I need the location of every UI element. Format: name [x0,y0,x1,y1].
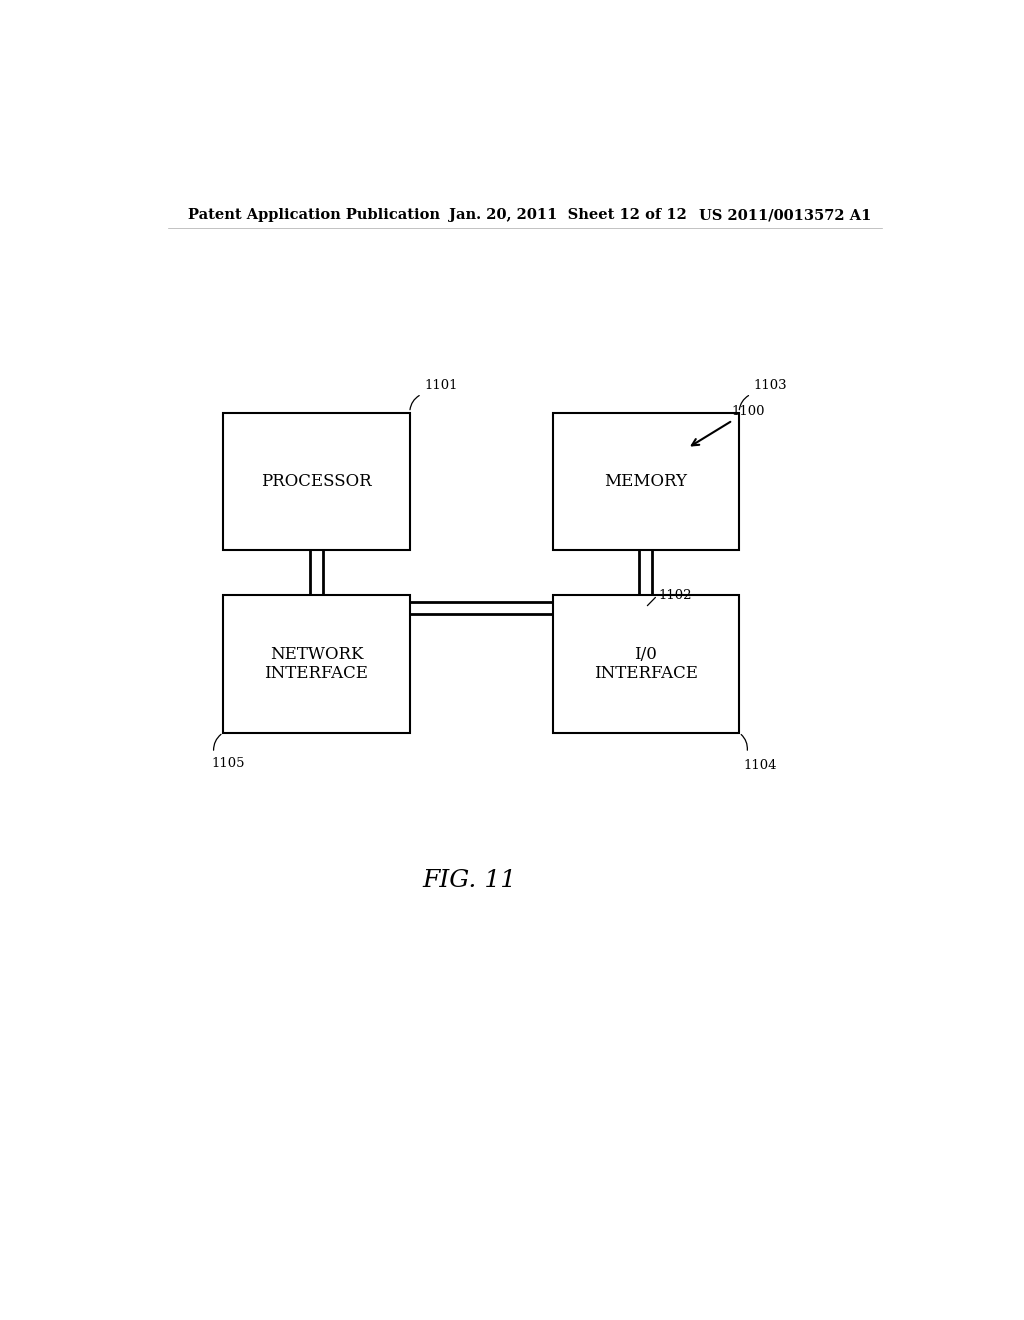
Bar [553,413,739,549]
Text: 1105: 1105 [211,758,245,770]
Text: Patent Application Publication: Patent Application Publication [187,209,439,222]
Text: MEMORY: MEMORY [604,473,687,490]
Text: 1102: 1102 [658,589,692,602]
Text: Jan. 20, 2011  Sheet 12 of 12: Jan. 20, 2011 Sheet 12 of 12 [450,209,687,222]
Text: US 2011/0013572 A1: US 2011/0013572 A1 [699,209,871,222]
Bar [553,595,739,733]
Text: FIG. 11: FIG. 11 [422,869,516,891]
Text: 1104: 1104 [743,759,776,772]
Text: NETWORK
INTERFACE: NETWORK INTERFACE [264,645,369,682]
Text: 1100: 1100 [692,405,765,445]
Bar [223,413,410,549]
Bar [223,595,410,733]
Text: 1101: 1101 [424,379,458,392]
Text: I/0
INTERFACE: I/0 INTERFACE [594,645,697,682]
Text: PROCESSOR: PROCESSOR [261,473,372,490]
Text: 1103: 1103 [754,379,787,392]
